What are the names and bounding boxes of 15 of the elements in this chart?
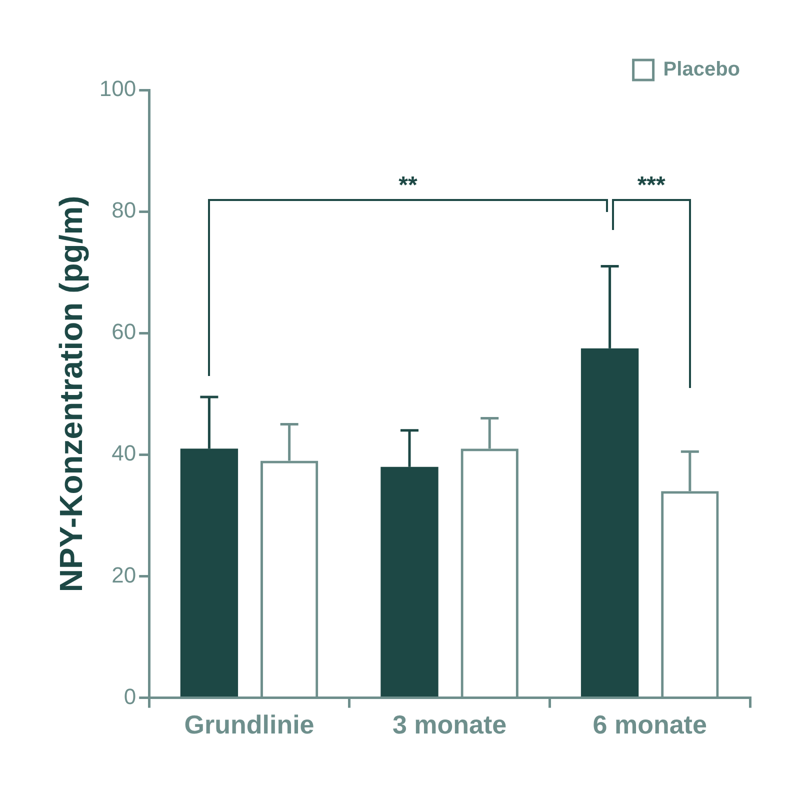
y-tick-label: 0 (124, 684, 136, 709)
annotation: ** (398, 172, 418, 200)
y-tick-label: 80 (112, 198, 136, 223)
x-tick-label: 3 monate (392, 710, 507, 740)
x-tick-label: Grundlinie (184, 710, 314, 740)
significance-bracket: *** (612, 173, 691, 388)
y-tick-label: 20 (112, 562, 136, 588)
y-tick-label: 60 (112, 319, 136, 344)
y-tick-label: 100 (99, 76, 136, 102)
y-tick-label: 40 (112, 440, 136, 466)
annotation: *** (636, 172, 666, 200)
significance-bracket: ** (208, 173, 608, 376)
y-axis-title: NPY-Konzentration (pg/m) (53, 196, 90, 592)
legend-label: Placebo (663, 58, 740, 81)
x-tick-label: 6 monate (592, 710, 707, 740)
